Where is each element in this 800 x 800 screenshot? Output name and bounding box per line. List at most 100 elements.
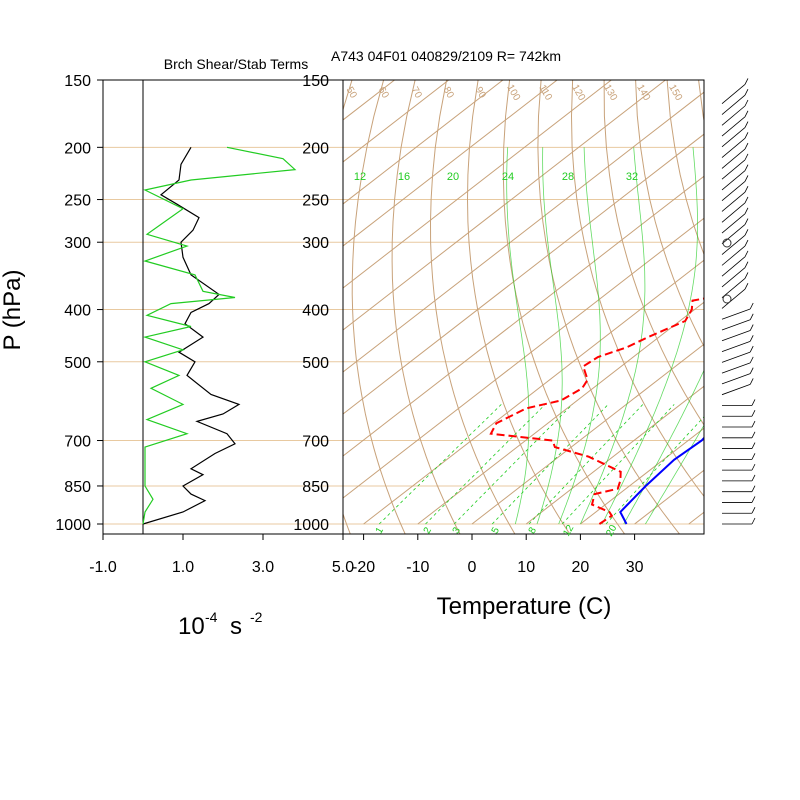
wind-barb-flag: [749, 335, 754, 342]
mixing-ratio-label: 3: [451, 525, 464, 536]
isotherm: [343, 80, 558, 247]
isotherm: [580, 427, 704, 525]
isotherm: [743, 80, 800, 524]
skew-ytick-label: 850: [302, 479, 329, 496]
calm-wind-circle: [722, 294, 732, 304]
moist-adiabat-label: 24: [502, 171, 514, 183]
skew-xtick-label: -10: [406, 559, 429, 576]
isotherm: [343, 91, 704, 373]
wind-barb: [721, 351, 751, 363]
wind-barb: [721, 181, 746, 202]
temperature-axis-label: Temperature (C): [437, 593, 612, 620]
left-ytick-label: 200: [64, 140, 91, 157]
wind-barb: [721, 148, 746, 169]
skew-ytick-label: 300: [302, 235, 329, 252]
mixing-ratio-line: [453, 404, 573, 525]
stability-term-line: [142, 146, 297, 525]
mixing-ratio-label: 5: [490, 525, 503, 536]
wind-barb-flag: [744, 132, 749, 139]
wind-barb-flag: [744, 207, 749, 214]
wind-barb: [721, 278, 746, 299]
wind-barb-flag: [744, 89, 749, 96]
isotherm: [363, 259, 704, 525]
wind-barb-flag: [744, 196, 749, 204]
wind-barb: [721, 105, 746, 126]
wind-barb-flag: [751, 507, 756, 514]
wind-barb-flag: [744, 186, 749, 193]
left-xtick-label: -1.0: [89, 559, 117, 576]
mixing-ratio-line: [605, 416, 704, 525]
dry-adiabat: [351, 80, 406, 534]
left-ytick-label: 500: [64, 355, 91, 372]
wind-barb-flag: [744, 121, 749, 128]
wind-barb: [721, 319, 751, 331]
moist-adiabat: [536, 147, 563, 525]
moist-adiabat: [601, 147, 699, 525]
pressure-axis-label: P (hPa): [0, 270, 26, 351]
mixing-ratio-line: [491, 404, 609, 525]
isopleth-label: 60: [376, 85, 391, 101]
mixing-ratio-line: [378, 404, 502, 525]
wind-barb: [721, 127, 746, 148]
wind-barb: [721, 384, 751, 396]
wind-barb-flag: [744, 175, 749, 182]
wind-barb: [721, 245, 746, 266]
wind-barb-flag: [744, 142, 749, 150]
left-ticks: 150 200 250 300 400 500 700 850 1000 -1.0 1.0 3.0 5.…: [55, 73, 354, 576]
wind-barb-flag: [749, 345, 754, 353]
dry-adiabat: [537, 80, 681, 534]
wind-barb-flag: [744, 153, 749, 161]
moist-adiabat: [645, 424, 704, 525]
skew-xtick-label: 30: [626, 559, 644, 576]
units-exponent-2: -2: [250, 609, 263, 625]
wind-barb: [721, 267, 746, 288]
skew-t-background: [343, 80, 800, 535]
wind-barb: [721, 330, 751, 342]
wind-barb: [721, 340, 751, 352]
wind-barb-flag: [744, 99, 749, 107]
dry-adiabat: [762, 80, 800, 535]
wind-barb: [721, 224, 746, 245]
skew-ytick-label: 1000: [293, 517, 329, 534]
isotherm: [343, 80, 504, 205]
skew-ytick-label: 700: [302, 434, 329, 451]
wind-barb-flag: [744, 229, 749, 236]
moist-adiabat: [623, 369, 704, 525]
wind-barb-flag: [751, 485, 756, 492]
dry-adiabat: [793, 80, 800, 535]
skew-xtick-label: 10: [517, 559, 535, 576]
wind-barb-flag: [744, 272, 749, 279]
isopleth-label: 70: [409, 85, 424, 101]
wind-barb-flag: [744, 110, 749, 117]
wind-barb: [721, 170, 746, 191]
left-ytick-label: 250: [64, 193, 91, 210]
isotherm: [343, 80, 395, 121]
wind-barb-flag: [744, 261, 749, 268]
isotherm: [471, 343, 704, 525]
wind-barb: [721, 202, 746, 223]
mixing-ratio-label: 20: [604, 523, 619, 539]
isopleth-label: 50: [344, 85, 359, 101]
moist-adiabat-label: 28: [562, 171, 574, 183]
wind-barb-flag: [751, 442, 756, 449]
skew-xtick-label: 0: [468, 559, 477, 576]
mixing-ratio-label: 8: [527, 525, 540, 536]
wind-barb-flag: [751, 420, 756, 428]
skew-ytick-label: 400: [302, 303, 329, 320]
moist-adiabat-label: 20: [447, 171, 459, 183]
left-lines: [142, 146, 297, 525]
wind-barb-flag: [744, 283, 749, 290]
wind-barb-flag: [749, 367, 754, 374]
isotherm: [417, 301, 704, 525]
wind-barb: [721, 288, 746, 309]
moist-adiabat-label: 32: [626, 171, 638, 183]
isotherm: [343, 133, 704, 415]
wind-barb: [721, 308, 751, 320]
wind-barb: [721, 138, 746, 158]
left-ytick-label: 150: [64, 73, 91, 90]
wind-barb-column: [721, 78, 756, 525]
shear-term-line: [142, 146, 241, 525]
wind-barb-flag: [751, 496, 756, 503]
wind-barb: [721, 191, 746, 212]
